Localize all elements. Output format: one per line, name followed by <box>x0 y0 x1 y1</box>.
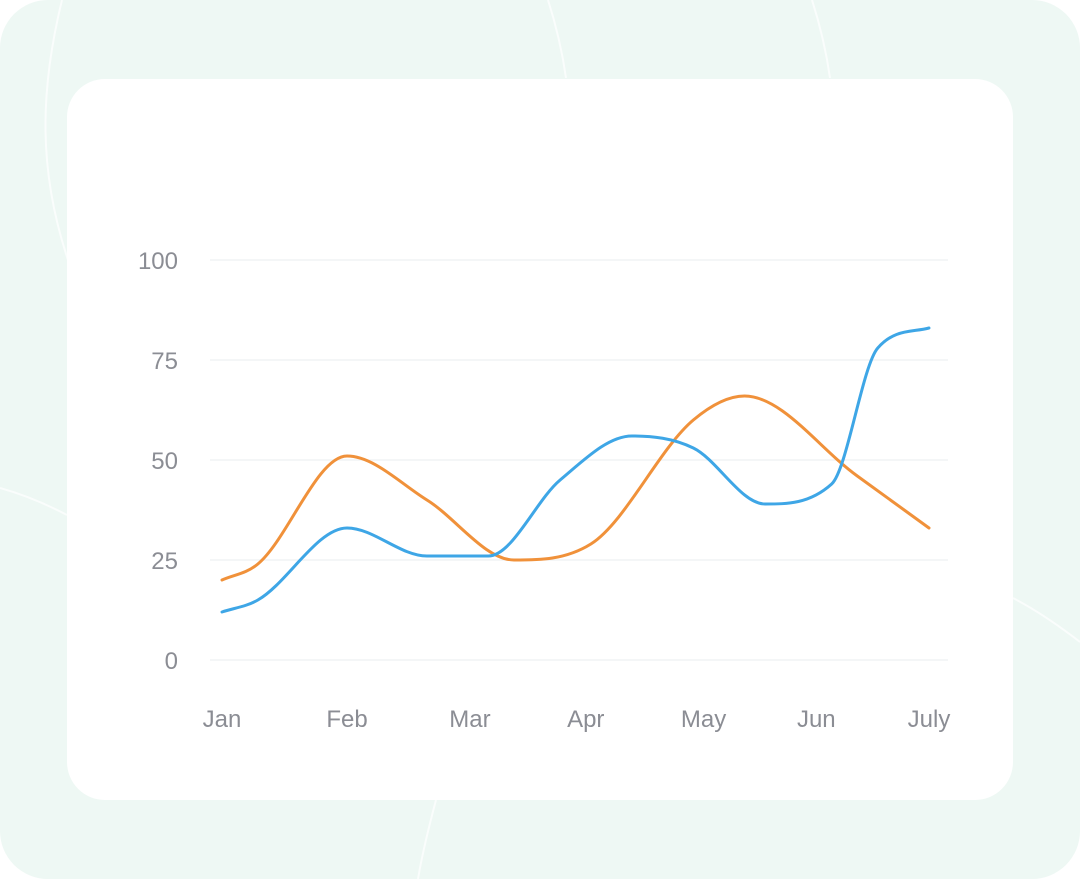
y-tick-label: 100 <box>138 248 178 275</box>
x-tick-label: Mar <box>449 706 490 733</box>
chart-card <box>67 79 1013 800</box>
x-tick-label: Apr <box>567 706 604 733</box>
series-line-orange <box>220 394 931 582</box>
series-lines <box>220 326 931 614</box>
series-line-blue <box>220 326 931 614</box>
y-tick-label: 0 <box>165 648 178 675</box>
x-tick-label: Jun <box>797 706 836 733</box>
x-tick-label: Feb <box>326 706 367 733</box>
y-tick-label: 50 <box>151 448 178 475</box>
y-tick-label: 25 <box>151 548 178 575</box>
y-tick-label: 75 <box>151 348 178 375</box>
x-tick-label: Jan <box>203 706 242 733</box>
y-axis-ticks: 0 25 50 75 100 <box>138 248 178 675</box>
x-axis-ticks: Jan Feb Mar Apr May Jun July <box>203 706 951 733</box>
x-tick-label: July <box>908 706 951 733</box>
x-tick-label: May <box>681 706 726 733</box>
